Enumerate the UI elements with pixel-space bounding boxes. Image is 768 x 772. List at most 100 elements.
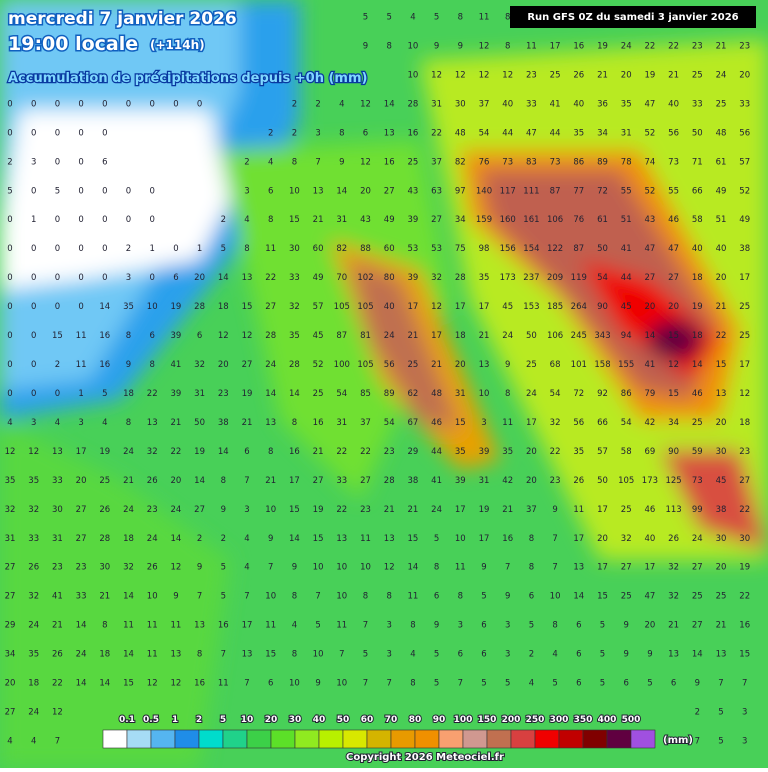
grid-value: 4: [7, 737, 12, 747]
grid-value: 4: [410, 13, 415, 23]
grid-value: 35: [28, 476, 39, 486]
grid-value: 8: [292, 592, 297, 602]
grid-value: 5: [221, 244, 226, 254]
grid-value: 17: [597, 563, 608, 573]
grid-value: 24: [692, 534, 703, 544]
grid-value: 46: [644, 505, 655, 515]
grid-value: 24: [265, 360, 276, 370]
grid-value: 25: [716, 592, 727, 602]
grid-value: 125: [665, 476, 681, 486]
grid-value: 11: [170, 621, 181, 631]
grid-value: 11: [455, 563, 466, 573]
grid-value: 27: [5, 708, 16, 718]
grid-value: 6: [149, 331, 154, 341]
grid-value: 22: [52, 679, 63, 689]
grid-value: 8: [339, 128, 344, 138]
grid-value: 54: [479, 128, 490, 138]
grid-value: 4: [529, 679, 534, 689]
grid-value: 41: [170, 360, 181, 370]
grid-value: 11: [265, 621, 276, 631]
legend-swatch: [270, 729, 296, 749]
grid-value: 77: [573, 186, 584, 196]
grid-value: 23: [692, 41, 703, 51]
grid-value: 9: [552, 505, 557, 515]
grid-value: 73: [502, 157, 513, 167]
grid-value: 10: [360, 563, 371, 573]
grid-value: 0: [102, 215, 107, 225]
legend-label: 0.5: [143, 715, 159, 725]
grid-value: 14: [123, 650, 134, 660]
grid-value: 92: [597, 389, 608, 399]
legend-swatch: [438, 729, 464, 749]
grid-value: 32: [621, 534, 632, 544]
grid-value: 41: [52, 592, 63, 602]
legend-label: 20: [265, 715, 278, 725]
grid-value: 8: [458, 13, 463, 23]
grid-value: 23: [76, 563, 87, 573]
grid-value: 26: [52, 650, 63, 660]
grid-value: 6: [363, 128, 368, 138]
legend-label: 80: [409, 715, 422, 725]
grid-value: 39: [407, 273, 418, 283]
grid-value: 13: [384, 128, 395, 138]
grid-value: 19: [692, 302, 703, 312]
grid-value: 40: [668, 99, 679, 109]
grid-value: 17: [479, 534, 490, 544]
grid-value: 56: [739, 128, 750, 138]
grid-value: 5: [386, 13, 391, 23]
grid-value: 7: [505, 563, 510, 573]
grid-value: 0: [78, 186, 83, 196]
grid-value: 27: [76, 505, 87, 515]
grid-value: 52: [644, 186, 655, 196]
grid-value: 2: [221, 215, 226, 225]
grid-value: 11: [407, 592, 418, 602]
grid-value: 15: [265, 650, 276, 660]
grid-value: 21: [407, 331, 418, 341]
grid-value: 22: [739, 592, 750, 602]
grid-value: 8: [386, 592, 391, 602]
grid-value: 12: [170, 679, 181, 689]
grid-value: 9: [623, 621, 628, 631]
grid-value: 0: [7, 331, 12, 341]
grid-value: 8: [268, 215, 273, 225]
grid-value: 12: [431, 70, 442, 80]
grid-value: 0: [31, 128, 36, 138]
grid-value: 10: [265, 592, 276, 602]
legend-swatch: [366, 729, 392, 749]
grid-value: 25: [550, 70, 561, 80]
grid-value: 37: [479, 99, 490, 109]
grid-value: 30: [99, 563, 110, 573]
grid-value: 28: [194, 302, 205, 312]
grid-value: 20: [360, 186, 371, 196]
grid-value: 14: [289, 534, 300, 544]
grid-value: 85: [360, 389, 371, 399]
grid-value: 46: [692, 389, 703, 399]
grid-value: 12: [479, 41, 490, 51]
grid-value: 24: [502, 331, 513, 341]
grid-value: 11: [147, 650, 158, 660]
grid-value: 20: [5, 679, 16, 689]
grid-value: 55: [621, 186, 632, 196]
grid-value: 27: [360, 476, 371, 486]
grid-value: 0: [78, 244, 83, 254]
grid-value: 264: [571, 302, 587, 312]
grid-value: 22: [716, 331, 727, 341]
grid-value: 25: [407, 157, 418, 167]
grid-value: 24: [123, 505, 134, 515]
grid-value: 3: [244, 186, 249, 196]
grid-value: 50: [194, 418, 205, 428]
legend-unit: (mm): [663, 735, 693, 746]
grid-value: 14: [573, 592, 584, 602]
grid-value: 44: [550, 128, 561, 138]
grid-value: 21: [716, 41, 727, 51]
grid-value: 16: [194, 679, 205, 689]
grid-value: 10: [550, 592, 561, 602]
grid-value: 28: [289, 360, 300, 370]
grid-value: 16: [384, 157, 395, 167]
grid-value: 25: [407, 360, 418, 370]
time: 19:00 locale: [8, 33, 138, 55]
grid-value: 37: [360, 418, 371, 428]
grid-value: 3: [505, 621, 510, 631]
grid-value: 8: [458, 592, 463, 602]
grid-value: 13: [147, 418, 158, 428]
